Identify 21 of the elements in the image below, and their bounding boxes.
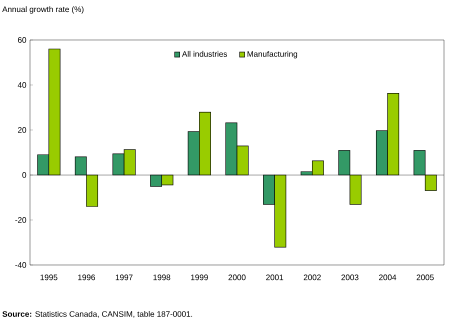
y-tick-label: 0	[22, 172, 26, 178]
y-tick-label: -20	[15, 217, 26, 223]
y-tick-label: 20	[18, 127, 26, 133]
x-tick-label: 2005	[416, 274, 434, 280]
x-tick-label: 1997	[116, 274, 133, 280]
text: Source: Statistics Canada, CANSIM, table 187-0001.	[2, 310, 192, 318]
legend-label: Manufacturing	[248, 50, 298, 58]
y-axis-title: Annual growth rate (%)	[2, 6, 84, 14]
x-tick-label: 1996	[78, 274, 95, 280]
x-tick-label: 2001	[266, 274, 284, 280]
y-tick-label: 40	[18, 82, 26, 88]
y-tick-label: 60	[18, 37, 26, 43]
x-tick-label: 2004	[379, 274, 396, 280]
x-tick-label: 2003	[341, 274, 358, 280]
x-tick-label: 1999	[191, 274, 208, 280]
x-tick-label: 1998	[153, 274, 170, 280]
x-tick-label: 2000	[228, 274, 246, 280]
x-tick-label: 1995	[40, 274, 58, 280]
x-tick-label: 2002	[304, 274, 321, 280]
y-tick-label: -40	[15, 262, 26, 268]
legend-label: All industries	[182, 50, 228, 57]
